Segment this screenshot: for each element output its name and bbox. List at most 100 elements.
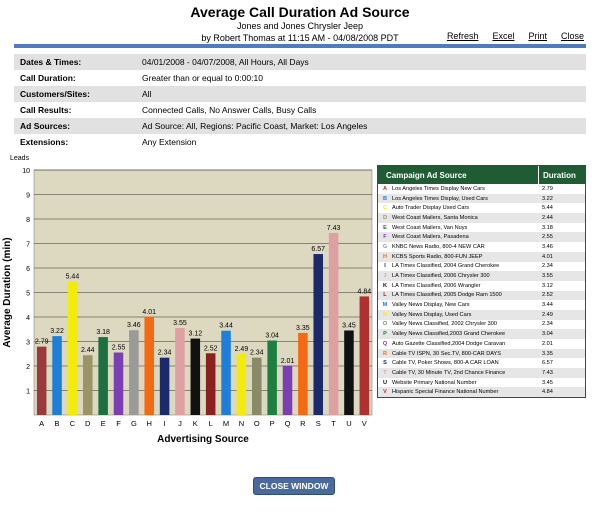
bar [298,332,308,415]
x-tick-label: N [239,419,244,428]
x-tick-label: H [147,419,152,428]
y-tick-label: 4 [26,315,30,322]
bar-value-label: 5.44 [66,274,80,281]
legend-source-name: Valley News Classified,2003 Grand Cherok… [392,331,506,338]
legend-row: G KNBC News Radio, 800-4 NEW CAR 3.46 [378,242,585,252]
y-tick-label: 5 [26,291,30,298]
bar [221,330,231,415]
close-window-button[interactable]: CLOSE WINDOW [253,477,335,495]
report-subtitle: Jones and Jones Chrysler Jeep [236,21,364,31]
legend-body: A Los Angeles Times Display New Cars 2.79 B… [378,184,585,398]
y-tick-label: 3 [26,340,30,347]
campaign-legend-table: Campaign Ad Source Duration A Los Angeles… [377,165,586,399]
bar [190,338,201,415]
y-tick-label: 2 [26,364,30,371]
legend-duration-value: 2.44 [542,214,553,221]
y-axis-title: Average Duration (min) [2,237,13,347]
legend-source-name: Los Angeles Times Display, Used Cars [392,195,488,202]
corner-label: Leads [10,155,30,162]
x-tick-label: F [116,419,121,428]
criteria-value: Ad Source: All, Regions: Pacific Coast, … [142,121,368,131]
legend-row: R Cable TV ISPN, 30 Sec.TV, 800-CAR DAYS 3… [378,348,585,359]
legend-duration-value: 3.46 [542,243,553,250]
legend-source-name: Cable TV ISPN, 30 Sec.TV, 800-CAR DAYS [392,350,502,357]
legend-letter: V [383,389,387,396]
legend-source-name: West Coast Mailers, Pasadena [392,234,469,241]
legend-duration-value: 4.84 [542,389,553,396]
report-title: Average Call Duration Ad Source [190,4,410,20]
legend-row: B Los Angeles Times Display, Used Cars 3.2… [378,193,585,204]
legend-duration-value: 3.55 [542,273,553,280]
legend-row: S Cable TV, Poker Shows, 800-A CAR LOAN 6.… [378,358,585,368]
legend-duration-value: 3.12 [542,282,553,289]
bar-value-label: 2.34 [250,350,264,357]
bar-value-label: 4.01 [142,309,156,316]
close-link[interactable]: Close [560,31,584,41]
excel-link[interactable]: Excel [492,31,515,41]
legend-duration-value: 2.52 [542,292,553,299]
bar-value-label: 3.12 [189,331,203,338]
bar-value-label: 2.49 [235,346,249,353]
y-tick-label: 9 [26,193,30,200]
duration-bar-chart: 1 2 3 4 5 6 7 8 9 10 Leads 2.79 A 3.22 B 5.44 C 2.44 D 3.18… [0,150,375,450]
legend-source-name: LA Times Classified, 2005 Dodge Ram 1500 [392,292,502,299]
legend-source-name: Valley News Display, New Cars [392,302,470,309]
bar-value-label: 3.04 [265,333,279,340]
legend-source-name: West Coast Mailers, Van Nuys [392,224,468,231]
legend-source-name: KCBS Sports Radio, 800-FUN JEEP [392,253,483,260]
y-tick-label: 8 [26,217,30,224]
legend-duration-value: 3.45 [542,379,553,386]
x-tick-label: S [316,419,321,428]
bar [344,330,354,415]
legend-duration-value: 2.49 [542,311,553,318]
legend-row: M Valley News Display, New Cars 3.44 [378,300,585,310]
bar [36,346,47,415]
legend-source-name: KNBC News Radio, 800-4 NEW CAR [392,243,485,250]
legend-row: T Cable TV, 30 Minute TV, 2nd Chance Fina… [378,368,585,378]
legend-duration-value: 3.22 [542,195,553,202]
legend-letter: Q [382,340,388,347]
x-tick-label: P [270,419,275,428]
legend-letter: J [383,273,387,280]
criteria-key: Call Results: [20,105,72,115]
legend-duration-value: 2.55 [542,234,553,241]
x-tick-label: L [209,419,213,428]
refresh-link[interactable]: Refresh [446,31,479,41]
legend-row: L LA Times Classified, 2005 Dodge Ram 150… [378,290,585,301]
x-tick-label: O [254,419,260,428]
legend-letter: S [383,360,387,367]
legend-letter: R [382,350,388,357]
bar [67,281,78,415]
criteria-value: Connected Calls, No Answer Calls, Busy C… [142,105,317,115]
bar-value-label: 4.84 [358,288,372,295]
legend-source-name: Cable TV, 30 Minute TV, 2nd Chance Finan… [392,369,506,376]
bar-value-label: 2.34 [158,350,172,357]
header-divider [14,44,586,48]
bar [144,316,154,415]
bar [267,340,277,415]
legend-row: K LA Times Classified, 2006 Wrangler 3.12 [378,281,585,291]
criteria-row: Call Duration: Greater than or equal to … [14,70,586,86]
x-tick-label: B [55,419,60,428]
legend-duration-value: 7.43 [542,369,553,376]
legend-letter: M [382,302,388,309]
legend-letter: A [382,185,388,192]
bar [159,357,170,415]
legend-row: E West Coast Mailers, Van Nuys 3.18 [378,223,585,233]
legend-letter: F [383,234,387,241]
bar-value-label: 2.01 [281,358,295,365]
criteria-value: 04/01/2008 - 04/07/2008, All Hours, All … [142,57,309,67]
criteria-value: Any Extension [142,137,197,147]
legend-row: N Valley News Display, Used Cars 2.49 [378,309,585,320]
legend-duration-value: 3.04 [542,331,553,338]
bar [236,353,247,415]
legend-duration-value: 3.35 [542,350,553,357]
criteria-key: Extensions: [20,137,69,147]
criteria-row: Extensions: Any Extension [14,134,586,150]
criteria-value: Greater than or equal to 0:00:10 [142,73,263,83]
x-tick-label: Q [285,419,291,428]
legend-source-name: Cable TV, Poker Shows, 800-A CAR LOAN [392,360,499,367]
print-link[interactable]: Print [528,31,547,41]
bar-value-label: 3.55 [173,320,187,327]
legend-duration-value: 2.34 [542,263,553,270]
